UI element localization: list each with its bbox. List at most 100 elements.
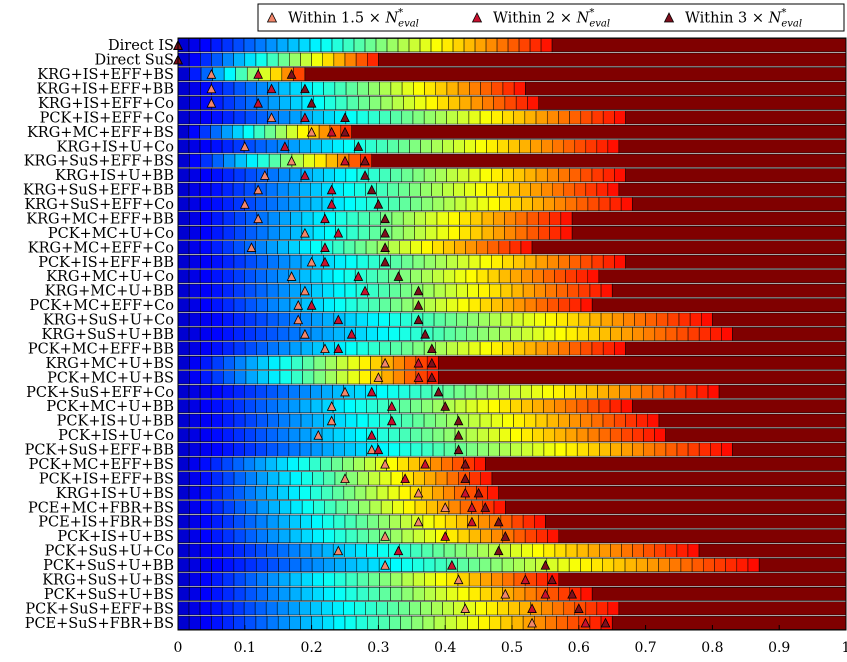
bar-segment <box>558 413 570 428</box>
bar-segment <box>275 124 287 139</box>
bar-segment <box>311 514 323 529</box>
bar-segment <box>599 327 611 341</box>
marker-3 <box>353 141 364 151</box>
bar-segment <box>432 269 445 284</box>
bar-segment <box>400 514 413 529</box>
bar-tail <box>718 384 847 399</box>
row-label: PCK+IS+U+BS <box>57 529 174 545</box>
bar-segment <box>546 254 559 269</box>
marker-3 <box>373 198 384 209</box>
bar-segment <box>312 471 325 486</box>
bar-segment <box>508 182 520 197</box>
bar-segment <box>480 529 492 544</box>
marker-3 <box>393 271 404 281</box>
bar-segment <box>200 153 213 168</box>
bar-segment <box>707 384 720 399</box>
bar-segment <box>244 52 257 67</box>
bar-segment <box>580 168 593 183</box>
bar-segment <box>596 601 609 616</box>
bar-segment <box>188 124 200 139</box>
bar-segment <box>267 471 280 486</box>
bar-tail <box>658 413 847 428</box>
row-label: PCK+IS+U+BB <box>57 414 174 430</box>
bar-segment <box>312 226 325 240</box>
bar-segment <box>255 269 267 284</box>
bar-segment <box>356 413 369 428</box>
bar-segment <box>613 413 626 428</box>
bar-segment <box>558 168 570 183</box>
bar-segment <box>475 601 487 616</box>
bar-segment <box>366 399 378 414</box>
bar-segment <box>367 558 380 572</box>
bar-segment <box>344 442 356 457</box>
marker-2 <box>280 141 290 151</box>
bar-segment <box>244 312 257 327</box>
bar-segment <box>233 428 245 442</box>
bar-segment <box>513 413 525 428</box>
bar-segment <box>343 601 355 616</box>
bar-segment <box>222 96 235 110</box>
bar-segment <box>364 457 376 471</box>
bar-segment <box>289 615 301 630</box>
marker-2 <box>520 574 531 585</box>
bar-segment <box>454 399 467 414</box>
bar-segment <box>442 601 454 616</box>
bar-segment <box>367 110 380 125</box>
bar-segment <box>480 572 492 587</box>
bar-segment <box>547 298 559 313</box>
bar-segment <box>210 485 223 500</box>
bar-segment <box>355 52 368 67</box>
bar-segment <box>211 514 223 529</box>
bar-segment <box>293 67 306 81</box>
bar-segment <box>558 341 570 356</box>
bar-row <box>177 457 847 471</box>
bar-segment <box>486 601 498 616</box>
bar-segment <box>558 254 570 269</box>
bar-segment <box>232 124 244 139</box>
bar-segment <box>335 211 348 226</box>
bar-segment <box>468 529 481 544</box>
bar-segment <box>322 312 335 327</box>
bar-segment <box>580 341 593 356</box>
row-label: PCK+MC+EFF+BB <box>28 341 174 357</box>
bar-segment <box>546 341 559 356</box>
bar-segment <box>435 572 448 587</box>
bar-segment <box>479 413 492 428</box>
bar-segment <box>565 327 578 341</box>
row-label: PCK+MC+U+BS <box>47 370 174 386</box>
bar-segment <box>256 81 268 96</box>
bar-segment <box>475 384 488 399</box>
bar-segment <box>425 226 438 240</box>
marker-1 <box>300 227 310 238</box>
bar-segment <box>598 399 611 414</box>
bar-segment <box>256 529 268 544</box>
bar-segment <box>585 139 598 154</box>
bar-segment <box>223 355 235 370</box>
bar-segment <box>414 96 427 110</box>
bar-segment <box>474 457 486 471</box>
bar-segment <box>486 384 499 399</box>
bar-tail <box>491 471 847 486</box>
bar-tail <box>758 558 847 572</box>
bar-segment <box>435 254 447 269</box>
bar-segment <box>547 529 560 544</box>
bar-segment <box>345 81 358 96</box>
bar-segment <box>635 558 648 572</box>
bar-tail <box>591 587 847 601</box>
bar-segment <box>200 355 213 370</box>
bar-segment <box>300 587 313 601</box>
bar-segment <box>687 327 700 341</box>
marker-1 <box>333 545 344 556</box>
bar-segment <box>569 413 581 428</box>
bar-segment <box>200 254 212 269</box>
bar-segment <box>687 543 700 558</box>
bar-segment <box>323 471 336 486</box>
bar-segment <box>411 615 424 630</box>
bar-segment <box>421 428 434 442</box>
marker-2 <box>580 617 591 628</box>
bar-segment <box>299 399 312 414</box>
bar-segment <box>200 572 212 587</box>
marker-1 <box>380 357 390 368</box>
marker-2 <box>420 458 431 469</box>
bar-segment <box>310 601 322 616</box>
